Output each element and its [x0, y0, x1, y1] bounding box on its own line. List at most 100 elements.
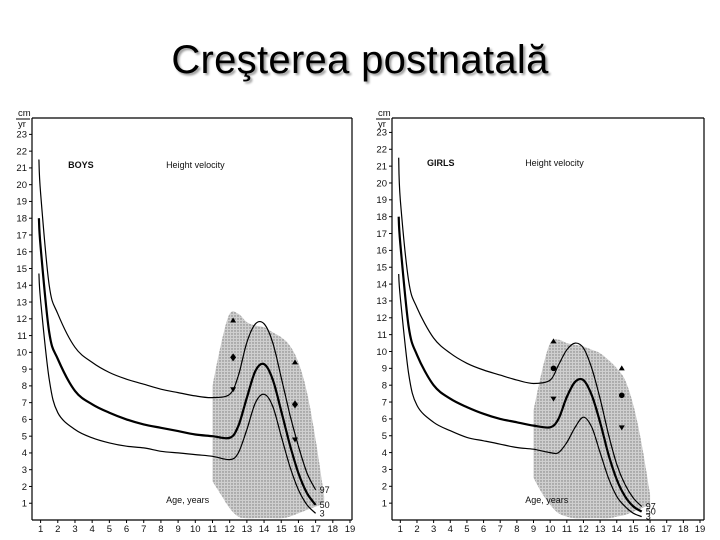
x-tick-label: 14: [611, 524, 622, 535]
x-tick-label: 15: [276, 524, 287, 535]
x-tick-label: 1: [38, 524, 43, 535]
x-tick-label: 6: [481, 524, 486, 535]
marker-triangle-up: [230, 317, 237, 323]
y-tick-label: 10: [376, 347, 387, 358]
x-tick-label: 16: [293, 524, 304, 535]
x-tick-label: 18: [678, 524, 689, 535]
series-line-97: [398, 157, 643, 507]
series-line-97: [38, 159, 317, 491]
peak-velocity-band: [212, 311, 325, 519]
x-tick-label: 7: [141, 524, 146, 535]
y-tick-label: 2: [22, 482, 27, 493]
panel-label: GIRLS: [427, 158, 455, 168]
x-tick-label: 8: [158, 524, 163, 535]
x-tick-label: 6: [124, 524, 129, 535]
x-tick-label: 12: [578, 524, 589, 535]
marker-diamond: [230, 353, 237, 362]
y-tick-label: 15: [376, 263, 387, 274]
y-tick-label: 23: [376, 128, 387, 139]
y-tick-label: 11: [17, 331, 27, 342]
x-tick-label: 5: [464, 524, 469, 535]
x-tick-label: 17: [661, 524, 672, 535]
x-tick-label: 13: [595, 524, 606, 535]
series-label-50: 50: [646, 507, 656, 517]
y-tick-label: 20: [376, 178, 387, 189]
x-tick-label: 14: [259, 524, 270, 535]
y-tick-label: 11: [377, 330, 387, 341]
y-tick-label: 3: [22, 465, 27, 476]
y-tick-label: 12: [16, 314, 27, 325]
panel-subtitle: Height velocity: [166, 160, 225, 170]
series-label-50: 50: [320, 500, 330, 510]
y-tick-label: 21: [16, 163, 27, 174]
peak-velocity-band: [533, 339, 651, 519]
x-tick-label: 1: [398, 524, 403, 535]
series-label-3: 3: [646, 512, 651, 522]
x-tick-label: 19: [695, 524, 706, 535]
y-tick-label: 5: [382, 431, 387, 442]
series-line-50: [37, 218, 317, 506]
y-unit-label-top: cm: [378, 108, 391, 119]
x-tick-label: 7: [498, 524, 503, 535]
y-tick-label: 10: [16, 348, 27, 359]
x-axis-label: Age, years: [525, 495, 569, 505]
marker-triangle-up: [291, 359, 298, 365]
y-tick-label: 16: [16, 247, 27, 258]
y-tick-label: 12: [376, 313, 387, 324]
y-tick-label: 4: [22, 448, 27, 459]
x-tick-label: 4: [90, 524, 95, 535]
y-tick-label: 6: [22, 415, 27, 426]
y-tick-label: 18: [376, 212, 387, 223]
y-tick-label: 8: [382, 380, 387, 391]
y-tick-label: 1: [382, 498, 387, 509]
x-tick-label: 16: [645, 524, 656, 535]
y-unit-label-top: cm: [18, 108, 31, 119]
y-tick-label: 14: [376, 279, 387, 290]
y-tick-label: 23: [16, 130, 27, 141]
x-tick-label: 13: [242, 524, 253, 535]
x-tick-label: 12: [224, 524, 235, 535]
y-tick-label: 19: [376, 195, 387, 206]
series-line-3: [398, 273, 642, 518]
x-tick-label: 19: [345, 524, 356, 535]
marker-triangle-up: [618, 365, 625, 371]
y-tick-label: 15: [16, 264, 27, 275]
x-tick-label: 9: [175, 524, 180, 535]
y-tick-label: 8: [22, 381, 27, 392]
marker-triangle-up: [550, 338, 557, 344]
x-axis-label: Age, years: [166, 495, 210, 505]
x-tick-label: 8: [514, 524, 519, 535]
x-tick-label: 2: [414, 524, 419, 535]
y-tick-label: 16: [376, 246, 387, 257]
y-tick-label: 1: [22, 499, 27, 510]
x-tick-label: 3: [72, 524, 77, 535]
marker-dot: [618, 392, 625, 399]
y-tick-label: 3: [382, 465, 387, 476]
x-tick-label: 10: [190, 524, 201, 535]
series-label-97: 97: [646, 502, 656, 512]
y-tick-label: 13: [16, 297, 27, 308]
y-tick-label: 13: [376, 296, 387, 307]
series-label-3: 3: [320, 508, 325, 518]
y-tick-label: 22: [16, 146, 27, 157]
series-label-97: 97: [320, 485, 330, 495]
y-tick-label: 22: [376, 145, 387, 156]
series-line-3: [38, 273, 317, 514]
panel-label: BOYS: [68, 160, 94, 170]
y-tick-label: 6: [382, 414, 387, 425]
y-unit-label-bottom: yr: [378, 119, 386, 130]
x-tick-label: 11: [562, 524, 572, 535]
marker-triangle-down: [550, 396, 557, 402]
y-tick-label: 2: [382, 482, 387, 493]
y-tick-label: 20: [16, 180, 27, 191]
marker-triangle-down: [618, 425, 625, 431]
x-tick-label: 9: [531, 524, 536, 535]
y-tick-label: 18: [16, 214, 27, 225]
y-tick-label: 17: [16, 230, 27, 241]
y-tick-label: 19: [16, 197, 27, 208]
y-tick-label: 7: [22, 398, 27, 409]
y-tick-label: 9: [382, 364, 387, 375]
x-tick-label: 18: [328, 524, 339, 535]
marker-dot: [550, 365, 557, 372]
